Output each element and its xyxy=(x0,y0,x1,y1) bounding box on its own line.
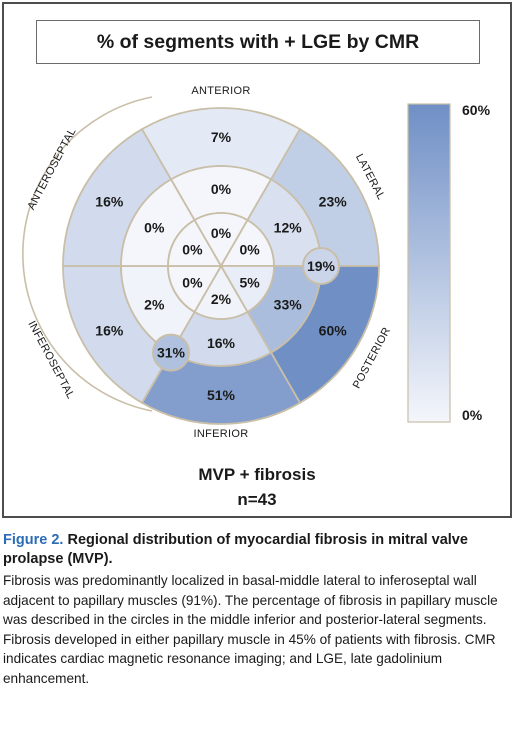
papillary-muscle-label-posterior-lateral: 19% xyxy=(307,258,336,274)
caption-title-text: Regional distribution of myocardial fibr… xyxy=(3,532,468,567)
basal-label-inferoseptal: 16% xyxy=(95,323,124,339)
papillary-muscle-circle-posterior-lateral xyxy=(302,247,340,285)
apical-segment-anterior xyxy=(193,212,249,268)
mid-label-anterior: 0% xyxy=(211,181,232,197)
wall-label-anterior: ANTERIOR xyxy=(191,85,250,97)
scale-min-label: 0% xyxy=(462,407,483,423)
septal-outer-arc xyxy=(22,96,153,412)
segment-labels-layer: 7% 23% 60% 51% 16% 16% 0% 12% 33% 16% 2% 0% 0% 0% 5% 2%… xyxy=(95,129,347,403)
group-name: MVP + fibrosis xyxy=(198,465,316,484)
apical-label-inferior-septal: 2% xyxy=(211,291,232,307)
apical-label-inferior: 5% xyxy=(239,275,260,291)
basal-label-anteroseptal: 16% xyxy=(95,194,124,210)
wall-label-inferior: INFERIOR xyxy=(194,428,249,440)
apical-segment-lateral xyxy=(219,218,275,267)
group-label: MVP + fibrosis n=43 xyxy=(4,462,510,512)
apical-segment-inferior-septal xyxy=(193,264,249,320)
basal-label-anterolateral: 23% xyxy=(319,194,348,210)
basal-label-inferior: 51% xyxy=(207,387,236,403)
apical-segment-inferior xyxy=(219,265,275,314)
caption-body: Fibrosis was predominantly localized in … xyxy=(3,573,498,686)
bullseye-diagram: 7% 23% 60% 51% 16% 16% 0% 12% 33% 16% 2% 0% 0% 0% 5% 2%… xyxy=(22,85,491,440)
chart-title: % of segments with + LGE by CMR xyxy=(36,20,480,64)
group-count: n=43 xyxy=(237,490,277,509)
color-scale-bar xyxy=(407,103,451,423)
apical-label-anteroseptal: 0% xyxy=(182,242,203,258)
mid-label-inferior: 16% xyxy=(207,335,236,351)
wall-label-anteroseptal: ANTEROSEPTAL xyxy=(25,126,78,212)
caption-title: Figure 2. Regional distribution of myoca… xyxy=(3,531,511,569)
papillary-muscle-label-middle-inferior: 31% xyxy=(157,345,186,361)
apical-segment-anteroseptal xyxy=(167,218,223,267)
apical-label-lateral: 0% xyxy=(239,242,260,258)
figure-panel: % of segments with + LGE by CMR 7% 23% 60%… xyxy=(2,2,512,518)
apical-label-septal: 0% xyxy=(182,275,203,291)
segments-layer xyxy=(62,107,380,425)
caption-figure-number: Figure 2. xyxy=(3,532,64,548)
papillary-muscle-circle-middle-inferior xyxy=(152,333,190,372)
mid-label-inferoseptal: 2% xyxy=(144,297,165,313)
basal-label-inferolateral: 60% xyxy=(319,323,348,339)
mid-label-inferolateral: 33% xyxy=(274,297,303,313)
mid-label-anteroseptal: 0% xyxy=(144,220,165,236)
apical-segment-septal xyxy=(167,265,223,314)
basal-label-anterior: 7% xyxy=(211,129,232,145)
mid-label-anterolateral: 12% xyxy=(274,220,303,236)
scale-max-label: 60% xyxy=(462,102,491,118)
figure-caption: Figure 2. Regional distribution of myoca… xyxy=(3,531,511,689)
wall-label-inferoseptal: INFEROSEPTAL xyxy=(25,319,76,401)
apical-label-anterior: 0% xyxy=(211,225,232,241)
